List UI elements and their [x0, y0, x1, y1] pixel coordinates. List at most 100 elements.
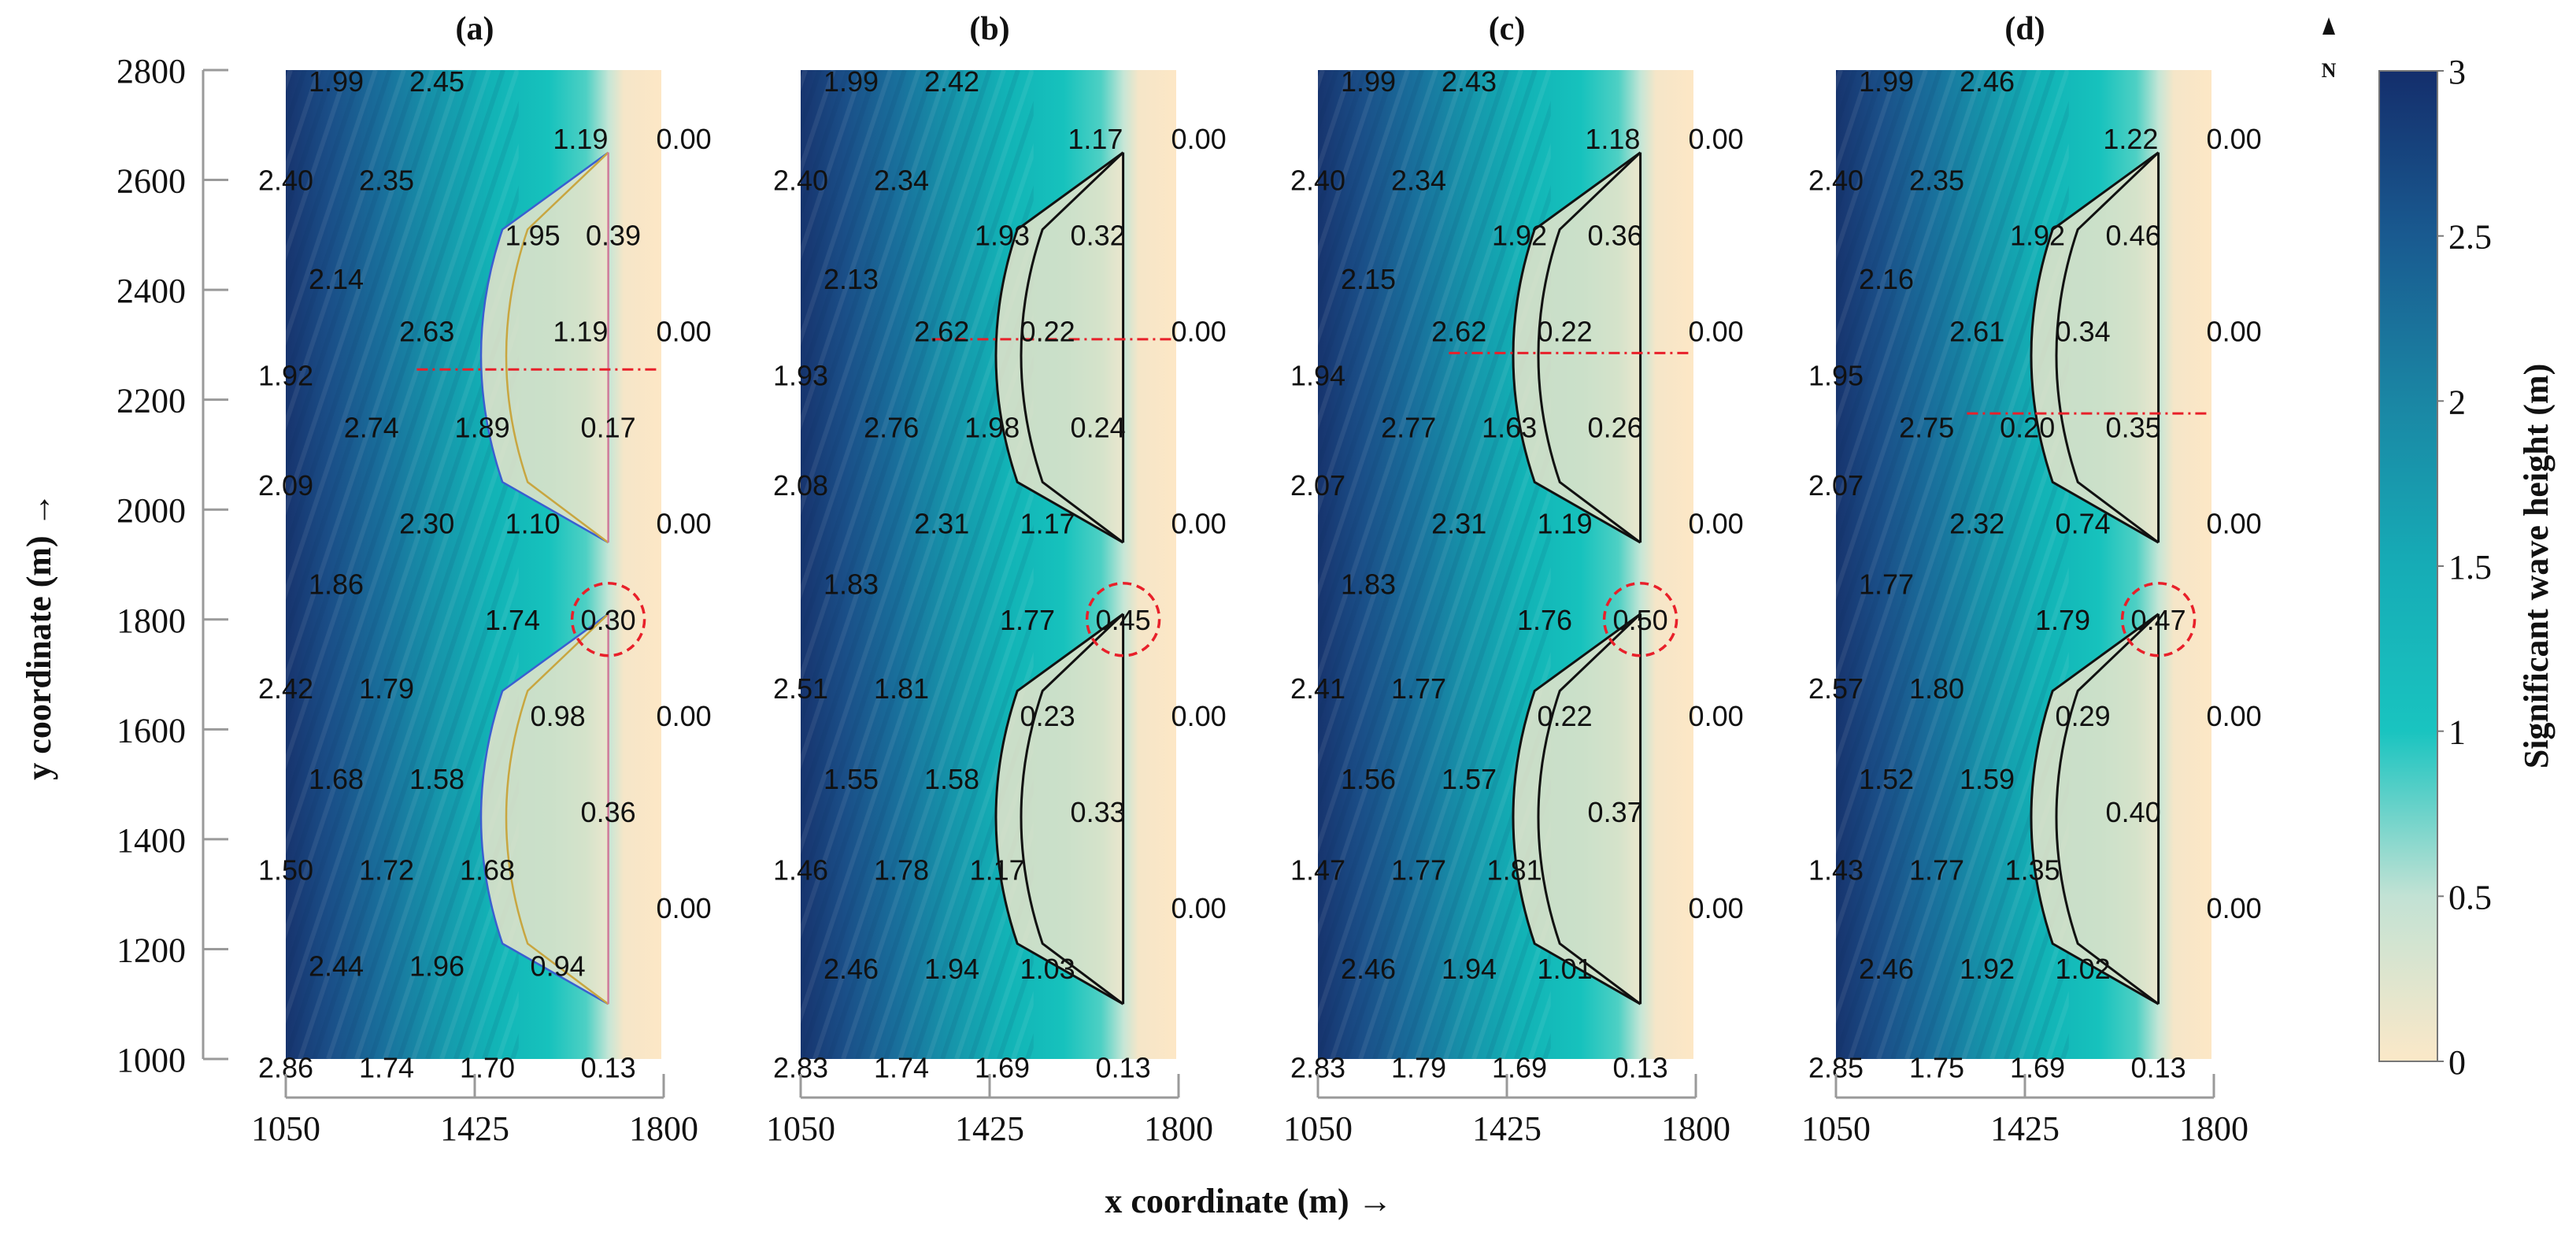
wave-height-label: 1.99 — [309, 65, 364, 98]
wave-height-label: 0.50 — [1613, 604, 1668, 636]
panel-title: (b) — [969, 11, 1009, 47]
wave-height-label: 1.92 — [1492, 219, 1547, 251]
wave-height-label: 0.00 — [2207, 700, 2262, 732]
wave-height-label: 2.61 — [1949, 315, 2004, 347]
wave-height-label: 1.19 — [553, 315, 608, 347]
wave-height-label: 1.35 — [2005, 853, 2060, 886]
wave-height-label: 0.39 — [586, 219, 641, 251]
wave-height-label: 2.62 — [914, 315, 969, 347]
wave-height-label: 1.99 — [1341, 65, 1396, 98]
wave-height-label: 1.43 — [1808, 853, 1864, 886]
wave-height-label: 1.58 — [924, 763, 979, 795]
y-axis-label: y coordinate (m) → — [20, 492, 58, 779]
y-axis: 1000 1200 1400 1600 1800 2000 2200 2400 2600 2800 — [117, 52, 228, 1079]
x-tick-label: 1050 — [766, 1109, 835, 1148]
wave-height-label: 0.20 — [2000, 412, 2055, 444]
wave-height-label: 0.22 — [1538, 700, 1593, 732]
wave-height-label: 1.92 — [258, 359, 313, 391]
highlight-circle — [570, 582, 646, 657]
colorbar-gradient — [2378, 70, 2438, 1062]
colorbar-tick-label: 1 — [2448, 713, 2466, 752]
wave-height-label: 1.02 — [2056, 953, 2111, 985]
sheltered-zone — [996, 152, 1123, 543]
breakwater-outline — [1020, 613, 1124, 1005]
wave-height-label: 1.69 — [1492, 1051, 1547, 1083]
wave-height-label: 2.09 — [258, 469, 313, 502]
breakwater-outline — [1020, 151, 1124, 544]
wave-height-label: 1.01 — [1538, 953, 1593, 985]
wave-height-label: 1.47 — [1290, 853, 1345, 886]
colorbar-tick-label: 2 — [2448, 383, 2466, 421]
breakwater-outline — [994, 613, 1124, 1005]
wave-height-label: 1.50 — [258, 853, 313, 886]
wave-height-label: 1.81 — [874, 672, 929, 705]
wave-height-label: 2.35 — [1909, 165, 1964, 197]
wave-height-label: 2.41 — [1290, 672, 1345, 705]
wave-height-label: 2.74 — [344, 412, 399, 444]
wave-streaks — [801, 70, 1034, 1059]
wave-height-label: 1.59 — [1960, 763, 2015, 795]
wave-height-label: 1.95 — [1808, 359, 1864, 391]
wave-height-label: 2.44 — [309, 950, 364, 982]
wave-height-label: 0.00 — [2207, 123, 2262, 155]
wave-height-label: 1.74 — [485, 604, 540, 636]
wave-height-label: 1.22 — [2103, 123, 2158, 155]
wave-height-label: 0.98 — [531, 700, 586, 732]
wave-height-label: 1.94 — [924, 953, 979, 985]
wave-height-label: 0.34 — [2056, 315, 2111, 347]
wave-height-label: 0.35 — [2106, 412, 2161, 444]
x-axis: 1050 1425 1800 — [1801, 1074, 2248, 1148]
wave-height-label: 0.13 — [2131, 1051, 2186, 1083]
x-tick-label: 1800 — [1661, 1109, 1730, 1148]
wave-height-label: 0.22 — [1020, 315, 1075, 347]
wave-height-label: 0.00 — [1171, 315, 1227, 347]
y-tick-label: 1000 — [117, 1041, 186, 1079]
wave-height-label: 0.29 — [2056, 700, 2111, 732]
wave-height-label: 0.94 — [531, 950, 586, 982]
y-tick-label: 2000 — [117, 491, 186, 530]
x-tick-label: 1425 — [1472, 1109, 1542, 1148]
sheltered-zone — [1513, 613, 1641, 1005]
wave-height-label: 0.17 — [581, 412, 636, 444]
wave-height-label: 0.30 — [581, 604, 636, 636]
wave-height-label: 2.07 — [1808, 469, 1864, 502]
wave-height-label: 1.10 — [505, 508, 561, 540]
y-tick-label: 2600 — [117, 162, 186, 201]
breakwater-outline — [1512, 151, 1641, 544]
wave-height-label: 1.75 — [1909, 1051, 1964, 1083]
wave-height-label: 0.00 — [1171, 892, 1227, 924]
wave-height-label: 2.08 — [773, 469, 828, 502]
wave-height-label: 2.31 — [1431, 508, 1486, 540]
breakwater-outline — [994, 151, 1124, 544]
wave-height-label: 0.47 — [2131, 604, 2186, 636]
wave-height-label: 1.19 — [1538, 508, 1593, 540]
wave-height-label: 2.40 — [773, 165, 828, 197]
wave-height-label: 2.13 — [824, 263, 879, 295]
wave-height-label: 1.89 — [455, 412, 510, 444]
y-tick-label: 1800 — [117, 602, 186, 640]
wave-height-label: 0.00 — [1689, 700, 1744, 732]
panel-title: (c) — [1489, 11, 1526, 47]
wave-height-label: 0.32 — [1071, 219, 1126, 251]
colorbar-tick-label: 3 — [2448, 53, 2466, 91]
wave-height-label: 2.51 — [773, 672, 828, 705]
x-axis: 1050 1425 1800 — [766, 1074, 1213, 1148]
wave-height-label: 0.00 — [1171, 123, 1227, 155]
wave-height-label: 2.57 — [1808, 672, 1864, 705]
wave-height-label: 2.40 — [258, 165, 313, 197]
wave-height-label: 1.83 — [824, 568, 879, 600]
x-tick-label: 1050 — [251, 1109, 320, 1148]
wave-height-label: 0.40 — [2106, 796, 2161, 828]
wave-height-label: 0.13 — [1096, 1051, 1151, 1083]
wave-height-label: 2.30 — [399, 508, 454, 540]
y-tick-label: 2200 — [117, 382, 186, 420]
wave-height-label: 2.46 — [1960, 65, 2015, 98]
wave-height-label: 1.92 — [2010, 219, 2065, 251]
wave-height-label: 1.93 — [773, 359, 828, 391]
breakwater-outline — [505, 151, 609, 544]
highlight-circle — [1085, 582, 1161, 657]
sheltered-zone — [481, 613, 609, 1005]
wave-height-label: 0.26 — [1588, 412, 1643, 444]
x-axis: 1050 1425 1800 — [1283, 1074, 1730, 1148]
wave-height-label: 1.57 — [1442, 763, 1497, 795]
